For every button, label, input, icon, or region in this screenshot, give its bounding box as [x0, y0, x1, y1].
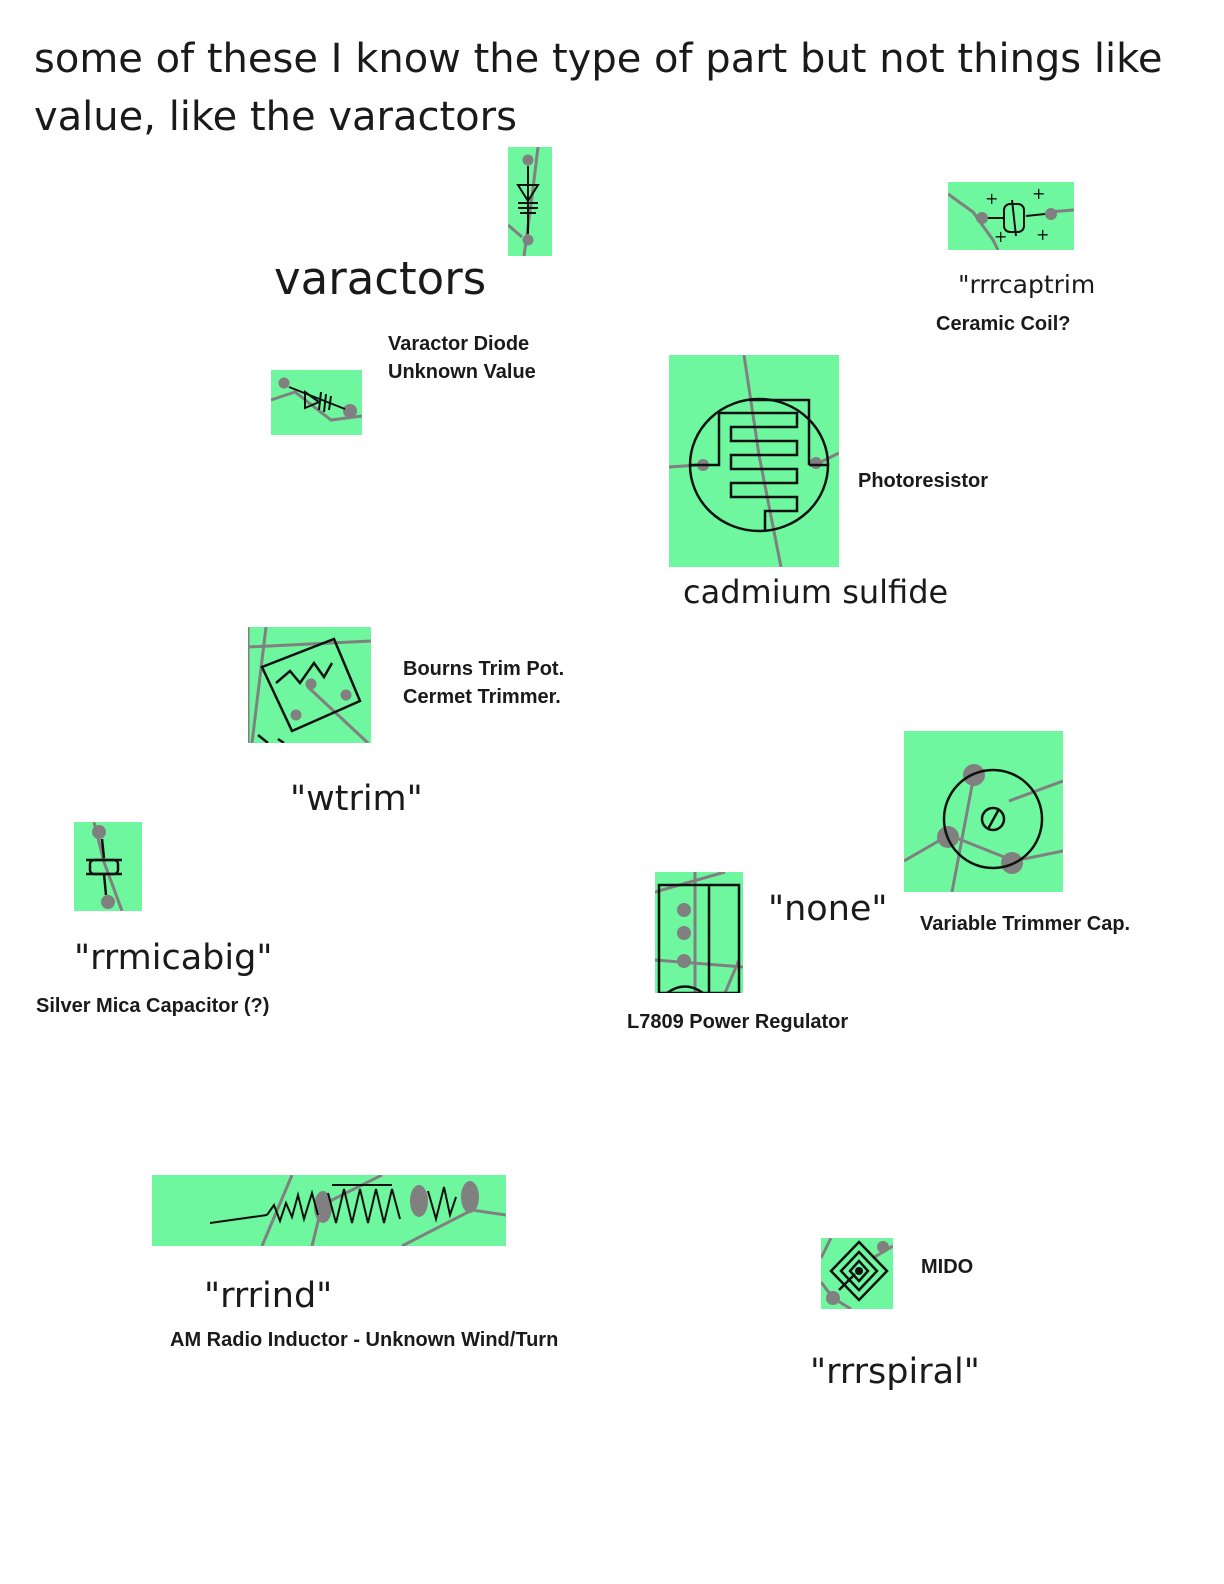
svg-text:+: +	[1032, 184, 1045, 203]
varactor-name: Varactor Diode	[388, 333, 530, 355]
varactor-diode-icon	[271, 370, 362, 435]
trimpot-note: Cermet Trimmer.	[403, 686, 561, 708]
rrmicabig-code: "rrmicabig"	[74, 938, 273, 978]
ceramic-trimmer-icon: + + + +	[948, 182, 1074, 250]
varactor-diode-vertical-icon	[508, 147, 552, 256]
mica-capacitor-icon	[74, 822, 142, 911]
varactors-title: varactors	[274, 252, 487, 305]
mica-name: Silver Mica Capacitor (?)	[36, 995, 270, 1017]
rrrind-code: "rrrind"	[204, 1276, 333, 1316]
trimmer-capacitor-icon	[904, 731, 1063, 892]
spiral-name: MIDO	[921, 1256, 974, 1278]
captrim-code: "rrrcaptrim	[958, 270, 1096, 299]
wtrim-code: "wtrim"	[290, 779, 423, 819]
photoresistor-icon	[669, 355, 839, 567]
photoresistor-code: cadmium sulfide	[683, 573, 949, 611]
spiral-inductor-icon	[821, 1238, 893, 1309]
trimmer-cap-name: Variable Trimmer Cap.	[920, 913, 1131, 935]
voltage-regulator-icon	[655, 872, 743, 993]
svg-text:+: +	[994, 227, 1007, 246]
varactor-note: Unknown Value	[388, 361, 536, 383]
none-code: "none"	[768, 889, 888, 929]
photoresistor-name: Photoresistor	[858, 470, 989, 492]
trim-pot-icon	[248, 627, 371, 743]
trimpot-name: Bourns Trim Pot.	[403, 658, 565, 680]
header-text: some of these I know the type of part bu…	[34, 36, 1163, 140]
regulator-name: L7809 Power Regulator	[627, 1011, 849, 1033]
inductor-name: AM Radio Inductor - Unknown Wind/Turn	[170, 1329, 559, 1351]
svg-text:+: +	[985, 189, 998, 208]
captrim-name: Ceramic Coil?	[936, 313, 1071, 335]
inductor-icon	[152, 1175, 506, 1246]
rrrspiral-code: "rrrspiral"	[810, 1352, 980, 1392]
svg-text:+: +	[1036, 225, 1049, 244]
